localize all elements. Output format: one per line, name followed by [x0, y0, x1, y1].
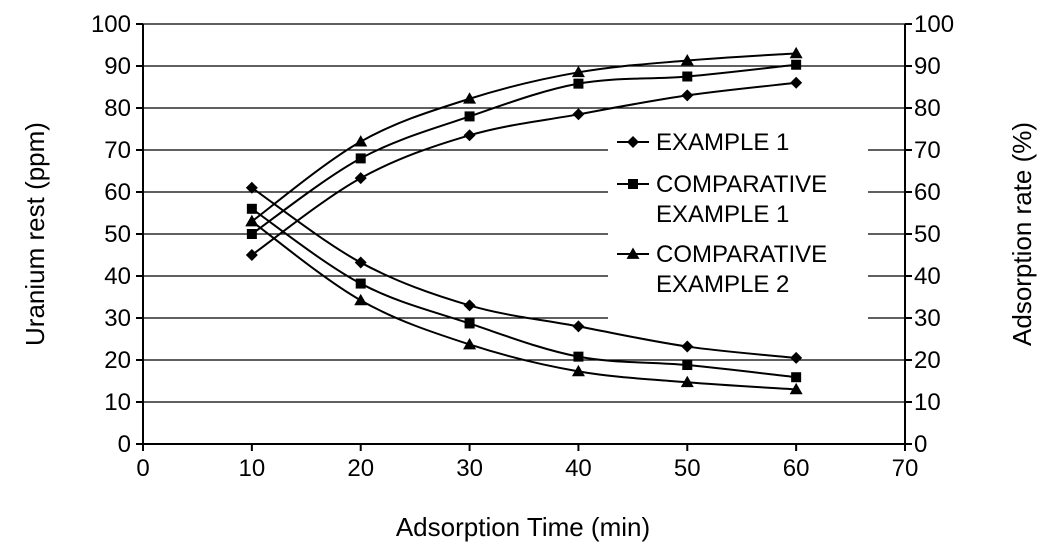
y-left-tick-label: 80	[104, 95, 131, 122]
x-tick-label: 30	[456, 455, 483, 482]
y-left-tick-label: 40	[104, 263, 131, 290]
data-point	[681, 340, 694, 353]
grid-lines	[143, 23, 905, 403]
data-point	[571, 65, 585, 78]
data-point	[682, 360, 693, 371]
data-point	[573, 351, 584, 362]
data-point	[464, 318, 475, 329]
data-point	[791, 372, 802, 383]
data-point	[789, 46, 803, 59]
data-point	[790, 76, 803, 89]
data-point	[355, 278, 366, 289]
series-line	[251, 63, 797, 235]
y-left-tick-label: 100	[91, 11, 131, 38]
legend-triangle-marker	[626, 247, 640, 259]
data-point	[573, 78, 584, 89]
data-point	[680, 375, 694, 388]
y-left-tick-label: 60	[104, 179, 131, 206]
axis-titles: Adsorption Time (min) Uranium rest (ppm)…	[20, 122, 1037, 542]
series-5	[245, 46, 803, 227]
data-point	[791, 59, 802, 70]
data-point	[245, 249, 258, 261]
data-point	[463, 337, 477, 350]
data-point	[354, 135, 368, 147]
y-right-tick-label: 70	[914, 137, 941, 164]
x-tick-label: 10	[239, 455, 266, 482]
data-point	[246, 203, 257, 214]
y-right-tick-label: 10	[914, 389, 941, 416]
legend-label: EXAMPLE 1	[656, 129, 789, 156]
x-tick-label: 40	[565, 455, 592, 482]
data-point	[572, 108, 585, 121]
series-line	[251, 81, 797, 256]
x-tick-label: 20	[347, 455, 374, 482]
y-right-tick-label: 60	[914, 179, 941, 206]
legend-diamond-marker	[627, 136, 639, 148]
y-axis-left-title: Uranium rest (ppm)	[20, 122, 50, 346]
data-point	[572, 320, 585, 333]
data-point	[355, 153, 366, 164]
series-2	[245, 214, 803, 395]
series-1	[246, 203, 802, 383]
data-point	[463, 299, 476, 312]
legend-label: EXAMPLE 1	[656, 201, 789, 228]
y-left-tick-label: 30	[104, 305, 131, 332]
data-point	[681, 89, 694, 102]
data-point	[680, 54, 694, 66]
data-point	[246, 229, 257, 239]
legend-label: COMPARATIVE	[656, 171, 827, 198]
data-point	[790, 351, 803, 364]
data-point	[571, 364, 585, 377]
series-0	[245, 181, 803, 364]
legend-box	[608, 120, 868, 320]
series-line	[251, 52, 797, 223]
y-right-tick-label: 20	[914, 347, 941, 374]
data-point	[354, 256, 367, 269]
series-line	[251, 186, 797, 359]
y-right-tick-label: 40	[914, 263, 941, 290]
legend-label: COMPARATIVE	[656, 241, 827, 268]
x-axis-title: Adsorption Time (min)	[396, 512, 650, 542]
x-tick-label: 0	[136, 455, 149, 482]
data-point	[682, 71, 693, 82]
data-series	[245, 46, 803, 395]
y-left-tick-label: 0	[118, 431, 131, 458]
y-left-tick-label: 10	[104, 389, 131, 416]
series-line	[251, 220, 797, 391]
legend-entry: EXAMPLE 1	[617, 129, 789, 156]
x-tick-label: 60	[783, 455, 810, 482]
y-right-tick-label: 90	[914, 53, 941, 80]
y-left-tick-label: 90	[104, 53, 131, 80]
series-line	[251, 207, 797, 379]
legend-square-marker	[628, 179, 638, 189]
y-left-tick-label: 50	[104, 221, 131, 248]
data-point	[789, 382, 803, 395]
data-point	[463, 129, 476, 142]
data-point	[245, 214, 259, 227]
x-tick-label: 70	[892, 455, 919, 482]
y-right-tick-label: 50	[914, 221, 941, 248]
data-point	[245, 181, 258, 194]
tick-labels: 0102030405060708090100010203040506070809…	[91, 11, 954, 482]
y-right-tick-label: 100	[914, 11, 954, 38]
y-right-tick-label: 0	[914, 431, 927, 458]
legend-label: EXAMPLE 2	[656, 271, 789, 298]
legend-entry: COMPARATIVE EXAMPLE 2	[617, 241, 827, 298]
y-axis-right-title: Adsorption rate (%)	[1007, 122, 1037, 346]
x-tick-label: 50	[674, 455, 701, 482]
y-left-tick-label: 70	[104, 137, 131, 164]
y-right-tick-label: 80	[914, 95, 941, 122]
data-point	[354, 293, 368, 306]
series-4	[246, 59, 802, 239]
data-point	[354, 172, 367, 185]
legend-entry: COMPARATIVE EXAMPLE 1	[617, 171, 827, 228]
y-left-tick-label: 20	[104, 347, 131, 374]
data-point	[464, 111, 475, 122]
series-3	[245, 76, 803, 261]
data-point	[463, 92, 477, 104]
y-right-tick-label: 30	[914, 305, 941, 332]
